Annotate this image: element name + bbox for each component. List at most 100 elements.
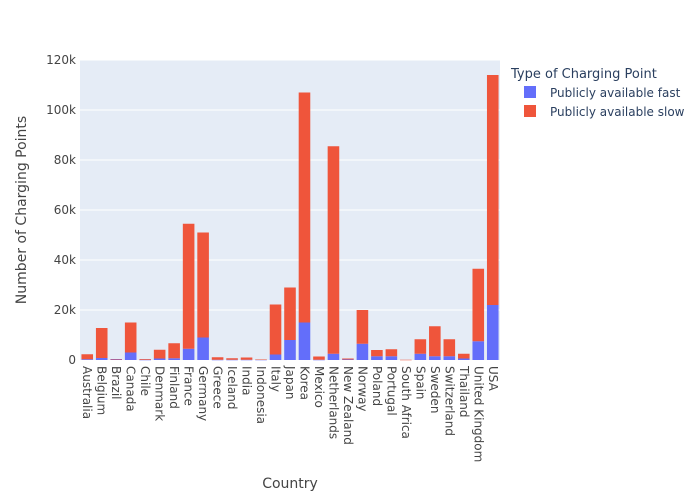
x-tick-label: Sweden <box>428 366 442 413</box>
x-tick-label: Spain <box>413 366 427 400</box>
x-tick-label: Greece <box>211 366 225 409</box>
bar-slow-greece[interactable] <box>211 357 224 360</box>
legend-title: Type of Charging Point <box>510 67 657 82</box>
bar-fast-germany[interactable] <box>197 337 209 361</box>
x-tick-label: Chile <box>138 366 152 396</box>
bar-fast-finland[interactable] <box>168 358 180 360</box>
y-axis-title: Number of Charging Points <box>14 116 30 304</box>
bar-fast-canada[interactable] <box>124 352 137 361</box>
x-tick-label: Indonesia <box>254 366 268 424</box>
bar-slow-chile[interactable] <box>139 359 151 360</box>
x-tick-label: Norway <box>355 366 369 412</box>
x-tick-label: Iceland <box>225 366 239 409</box>
y-tick-label: 0 <box>68 353 76 367</box>
legend-swatch-slow <box>524 105 536 117</box>
bar-fast-portugal[interactable] <box>385 356 398 360</box>
x-axis-title: Country <box>262 476 318 492</box>
bar-fast-brazil[interactable] <box>110 359 122 361</box>
bar-slow-belgium[interactable] <box>95 328 108 358</box>
bar-fast-mexico[interactable] <box>313 359 325 361</box>
x-tick-label: Canada <box>124 366 138 412</box>
bar-slow-spain[interactable] <box>414 339 427 354</box>
bar-fast-greece[interactable] <box>211 359 224 361</box>
bar-fast-sweden[interactable] <box>429 356 441 360</box>
bar-fast-australia[interactable] <box>81 359 94 360</box>
legend[interactable]: Type of Charging Point Publicly availabl… <box>510 67 685 119</box>
bar-fast-denmark[interactable] <box>153 358 166 361</box>
x-tick-label: United Kingdom <box>471 366 485 462</box>
x-tick-label: New Zealand <box>341 366 355 445</box>
gridlines <box>80 59 500 311</box>
bar-slow-norway[interactable] <box>356 310 369 344</box>
bar-slow-mexico[interactable] <box>313 356 325 360</box>
x-tick-label: Australia <box>80 366 94 419</box>
legend-label-slow: Publicly available slow <box>550 105 685 119</box>
bar-fast-netherlands[interactable] <box>327 353 340 360</box>
bar-slow-netherlands[interactable] <box>327 146 340 354</box>
x-tick-label: India <box>240 366 254 395</box>
bar-fast-poland[interactable] <box>371 356 383 360</box>
bar-slow-south-africa[interactable] <box>400 359 412 361</box>
legend-swatch-fast <box>524 86 536 98</box>
bar-slow-indonesia[interactable] <box>255 359 267 361</box>
bar-slow-japan[interactable] <box>284 287 296 341</box>
x-tick-label: Finland <box>167 366 181 409</box>
y-tick-label: 100k <box>46 103 76 117</box>
bar-slow-poland[interactable] <box>371 350 383 357</box>
bar-slow-finland[interactable] <box>168 343 180 359</box>
bar-slow-thailand[interactable] <box>458 353 470 359</box>
x-tick-label: Denmark <box>153 366 167 421</box>
legend-item-fast[interactable]: Publicly available fast <box>524 86 681 100</box>
bar-fast-iceland[interactable] <box>226 359 238 361</box>
x-tick-label: Korea <box>297 366 311 400</box>
bar-slow-united-kingdom[interactable] <box>472 268 485 342</box>
bar-slow-france[interactable] <box>182 223 195 349</box>
bar-slow-korea[interactable] <box>298 92 311 323</box>
bar-slow-iceland[interactable] <box>226 358 238 360</box>
bar-slow-portugal[interactable] <box>385 349 398 357</box>
bar-fast-switzerland[interactable] <box>443 356 456 360</box>
bar-slow-denmark[interactable] <box>153 349 166 359</box>
bar-slow-italy[interactable] <box>269 304 282 355</box>
x-tick-label: France <box>182 366 196 406</box>
y-tick-label: 120k <box>46 53 76 67</box>
bar-fast-korea[interactable] <box>298 322 311 361</box>
x-tick-label: Poland <box>370 366 384 406</box>
legend-item-slow[interactable]: Publicly available slow <box>524 105 685 119</box>
x-tick-label: Japan <box>283 365 297 399</box>
bar-fast-belgium[interactable] <box>95 358 108 360</box>
bar-slow-usa[interactable] <box>486 75 499 305</box>
bar-fast-thailand[interactable] <box>458 358 470 361</box>
bar-fast-italy[interactable] <box>269 354 282 361</box>
x-tick-label: Portugal <box>384 366 398 416</box>
bar-slow-switzerland[interactable] <box>443 339 456 357</box>
bar-fast-norway[interactable] <box>356 343 369 360</box>
x-tick-label: USA <box>486 366 500 392</box>
y-tick-label: 20k <box>54 303 76 317</box>
bar-slow-sweden[interactable] <box>429 326 441 357</box>
y-tick-label: 80k <box>54 153 76 167</box>
x-tick-label: Italy <box>269 366 283 392</box>
bar-slow-canada[interactable] <box>124 322 137 353</box>
x-tick-label: Netherlands <box>326 366 340 439</box>
x-tick-label: South Africa <box>399 366 413 439</box>
x-tick-label: Belgium <box>95 366 109 415</box>
y-tick-label: 40k <box>54 253 76 267</box>
bar-fast-japan[interactable] <box>284 340 296 360</box>
bar-slow-australia[interactable] <box>81 354 94 360</box>
bar-slow-new-zealand[interactable] <box>342 358 354 360</box>
x-tick-label: Mexico <box>312 366 326 408</box>
bar-fast-india[interactable] <box>240 359 253 361</box>
x-tick-label: Germany <box>196 366 210 421</box>
bar-fast-spain[interactable] <box>414 353 427 360</box>
bar-fast-new-zealand[interactable] <box>342 359 354 361</box>
bar-fast-chile[interactable] <box>139 359 151 361</box>
bar-fast-france[interactable] <box>182 348 195 360</box>
bar-fast-united-kingdom[interactable] <box>472 341 485 360</box>
bar-slow-brazil[interactable] <box>110 359 122 360</box>
bar-slow-germany[interactable] <box>197 232 209 338</box>
bar-fast-usa[interactable] <box>486 305 499 360</box>
legend-label-fast: Publicly available fast <box>550 86 681 100</box>
bar-slow-india[interactable] <box>240 357 253 360</box>
